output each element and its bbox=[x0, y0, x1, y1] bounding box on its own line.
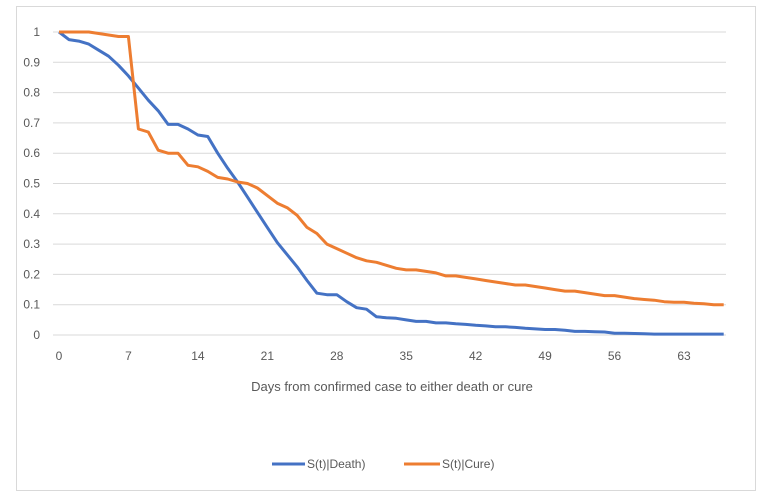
y-tick-label: 0.7 bbox=[23, 116, 40, 130]
x-tick-label: 14 bbox=[191, 349, 205, 363]
y-tick-label: 0.3 bbox=[23, 237, 40, 251]
x-tick-label: 28 bbox=[330, 349, 344, 363]
y-tick-label: 0.9 bbox=[23, 55, 40, 69]
y-axis-ticks: 0 0.1 0.2 0.3 0.4 0.5 0.6 0.7 0.8 0.9 1 bbox=[23, 25, 40, 342]
y-tick-label: 0.8 bbox=[23, 86, 40, 100]
x-tick-label: 42 bbox=[469, 349, 483, 363]
x-tick-label: 21 bbox=[261, 349, 275, 363]
x-tick-label: 0 bbox=[56, 349, 63, 363]
y-tick-label: 0.2 bbox=[23, 267, 40, 281]
y-tick-label: 0.6 bbox=[23, 146, 40, 160]
x-tick-label: 56 bbox=[608, 349, 622, 363]
y-tick-label: 0.5 bbox=[23, 177, 40, 191]
y-tick-label: 0 bbox=[33, 328, 40, 342]
x-tick-label: 63 bbox=[677, 349, 691, 363]
series-lines bbox=[58, 30, 724, 336]
legend: S(t)|Death) S(t)|Cure) bbox=[272, 457, 494, 471]
x-axis-title: Days from confirmed case to either death… bbox=[251, 379, 533, 394]
gridlines bbox=[53, 31, 726, 336]
legend-label-cure: S(t)|Cure) bbox=[442, 457, 494, 471]
x-tick-label: 7 bbox=[125, 349, 132, 363]
x-tick-label: 35 bbox=[400, 349, 414, 363]
series-line-death bbox=[58, 30, 724, 336]
x-axis-ticks: 0 7 14 21 28 35 42 49 56 63 bbox=[56, 349, 691, 363]
legend-label-death: S(t)|Death) bbox=[307, 457, 365, 471]
y-tick-label: 0.1 bbox=[23, 298, 40, 312]
y-tick-label: 0.4 bbox=[23, 207, 40, 221]
series-line-cure bbox=[59, 30, 724, 307]
chart-frame bbox=[16, 6, 756, 491]
y-tick-label: 1 bbox=[33, 25, 40, 39]
x-tick-label: 49 bbox=[538, 349, 552, 363]
